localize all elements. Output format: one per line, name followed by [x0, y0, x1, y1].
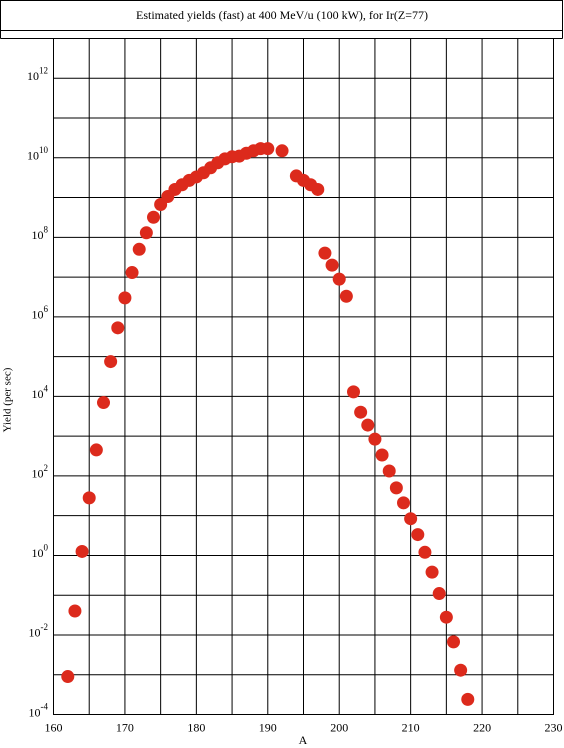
y-tick-label: 106: [32, 304, 49, 322]
y-tick-label: 1010: [27, 145, 49, 163]
x-tick-label: 200: [330, 720, 348, 734]
data-point: [361, 418, 375, 432]
data-point: [447, 635, 460, 649]
data-point: [311, 182, 325, 196]
y-tick-label: 10-4: [29, 702, 49, 720]
data-point: [104, 355, 118, 369]
data-point: [332, 272, 346, 286]
data-point: [354, 405, 368, 419]
data-point: [454, 663, 468, 677]
y-tick-label: 10-2: [29, 622, 49, 640]
data-point: [339, 289, 353, 303]
data-point: [411, 528, 425, 542]
data-point: [68, 604, 82, 618]
x-tick-label: 210: [402, 720, 420, 734]
data-point: [261, 142, 275, 156]
x-tick-label: 170: [116, 720, 134, 734]
data-point: [132, 242, 146, 256]
data-point: [375, 448, 389, 462]
data-point: [368, 432, 382, 446]
data-point: [97, 396, 110, 410]
y-tick-label: 102: [32, 463, 49, 481]
x-axis-label: A: [299, 733, 308, 747]
data-point: [461, 692, 475, 706]
chart-title: Estimated yields (fast) at 400 MeV/u (10…: [136, 8, 428, 22]
data-point: [432, 587, 446, 601]
title-box: [0, 0, 563, 31]
x-tick-label: 230: [545, 720, 563, 734]
data-point: [61, 670, 75, 684]
data-point: [347, 385, 360, 399]
data-point: [147, 210, 160, 224]
data-point: [397, 496, 410, 510]
data-point: [275, 144, 289, 158]
y-tick-label: 1012: [27, 65, 48, 83]
data-point: [389, 481, 403, 495]
y-axis-label: Yield (per sec): [2, 367, 14, 432]
data-point: [382, 464, 396, 478]
data-point: [75, 544, 89, 558]
y-tick-label: 104: [32, 383, 49, 401]
data-point: [89, 443, 103, 457]
y-tick-label: 100: [32, 543, 49, 561]
data-point: [111, 321, 125, 335]
x-tick-label: 220: [473, 720, 491, 734]
y-tick-label: 108: [32, 224, 49, 242]
x-tick-label: 180: [187, 720, 205, 734]
data-point: [82, 491, 96, 505]
x-tick-label: 160: [45, 720, 63, 734]
data-point: [118, 291, 132, 305]
data-point: [125, 266, 139, 280]
data-point: [425, 565, 439, 579]
data-point: [404, 512, 418, 526]
data-point: [439, 610, 453, 624]
data-point: [139, 226, 153, 240]
x-tick-label: 190: [259, 720, 277, 734]
data-point: [318, 246, 332, 260]
data-point: [418, 545, 432, 559]
data-point: [325, 258, 339, 272]
